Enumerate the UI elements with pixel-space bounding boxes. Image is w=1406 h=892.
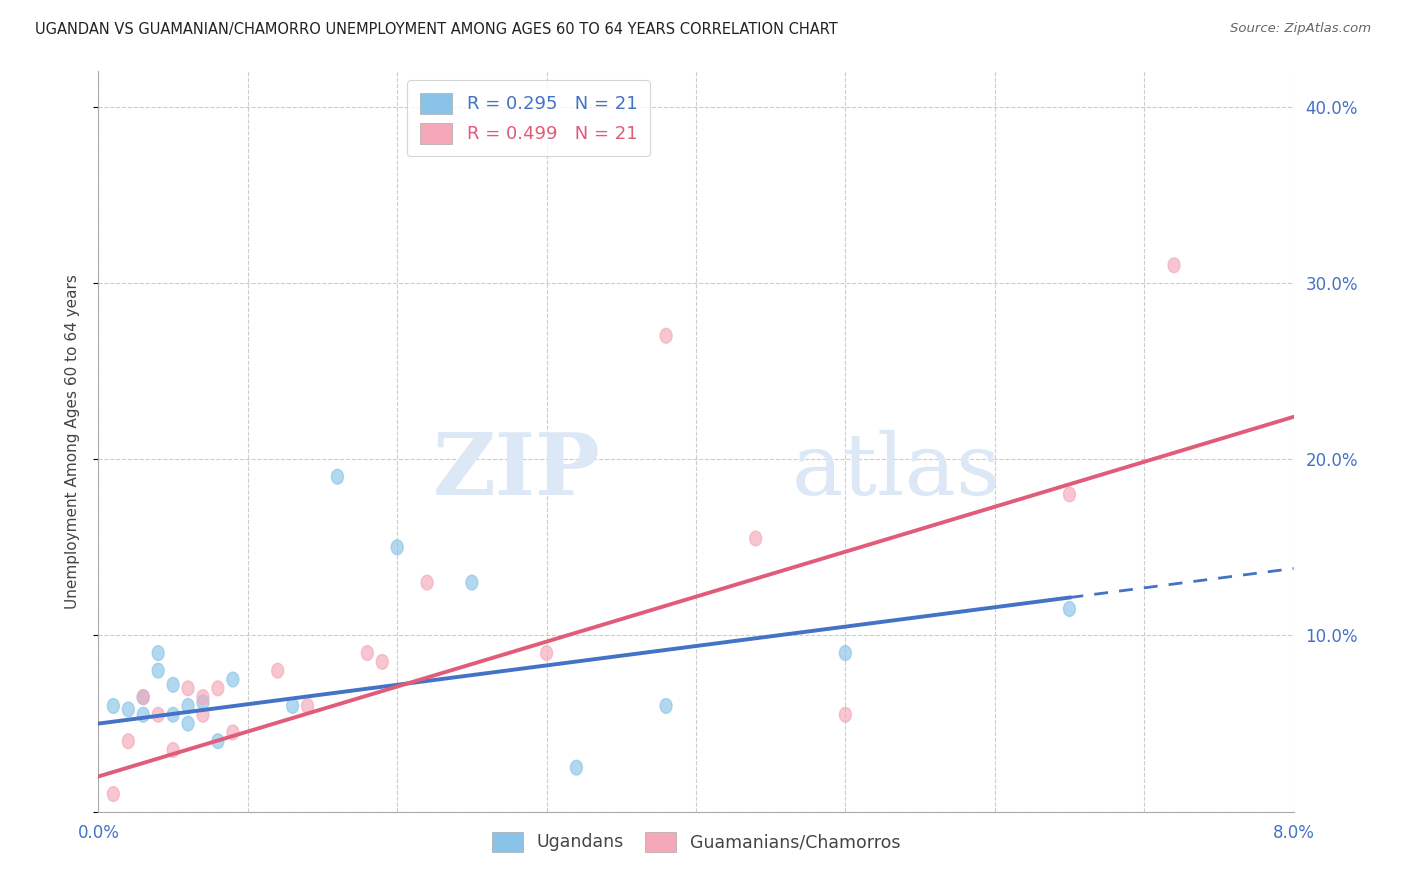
Text: ZIP: ZIP — [433, 429, 600, 513]
Text: UGANDAN VS GUAMANIAN/CHAMORRO UNEMPLOYMENT AMONG AGES 60 TO 64 YEARS CORRELATION: UGANDAN VS GUAMANIAN/CHAMORRO UNEMPLOYME… — [35, 22, 838, 37]
Text: atlas: atlas — [792, 430, 1001, 513]
Legend: Ugandans, Guamanians/Chamorros: Ugandans, Guamanians/Chamorros — [485, 824, 907, 859]
Text: Source: ZipAtlas.com: Source: ZipAtlas.com — [1230, 22, 1371, 36]
Y-axis label: Unemployment Among Ages 60 to 64 years: Unemployment Among Ages 60 to 64 years — [65, 274, 80, 609]
